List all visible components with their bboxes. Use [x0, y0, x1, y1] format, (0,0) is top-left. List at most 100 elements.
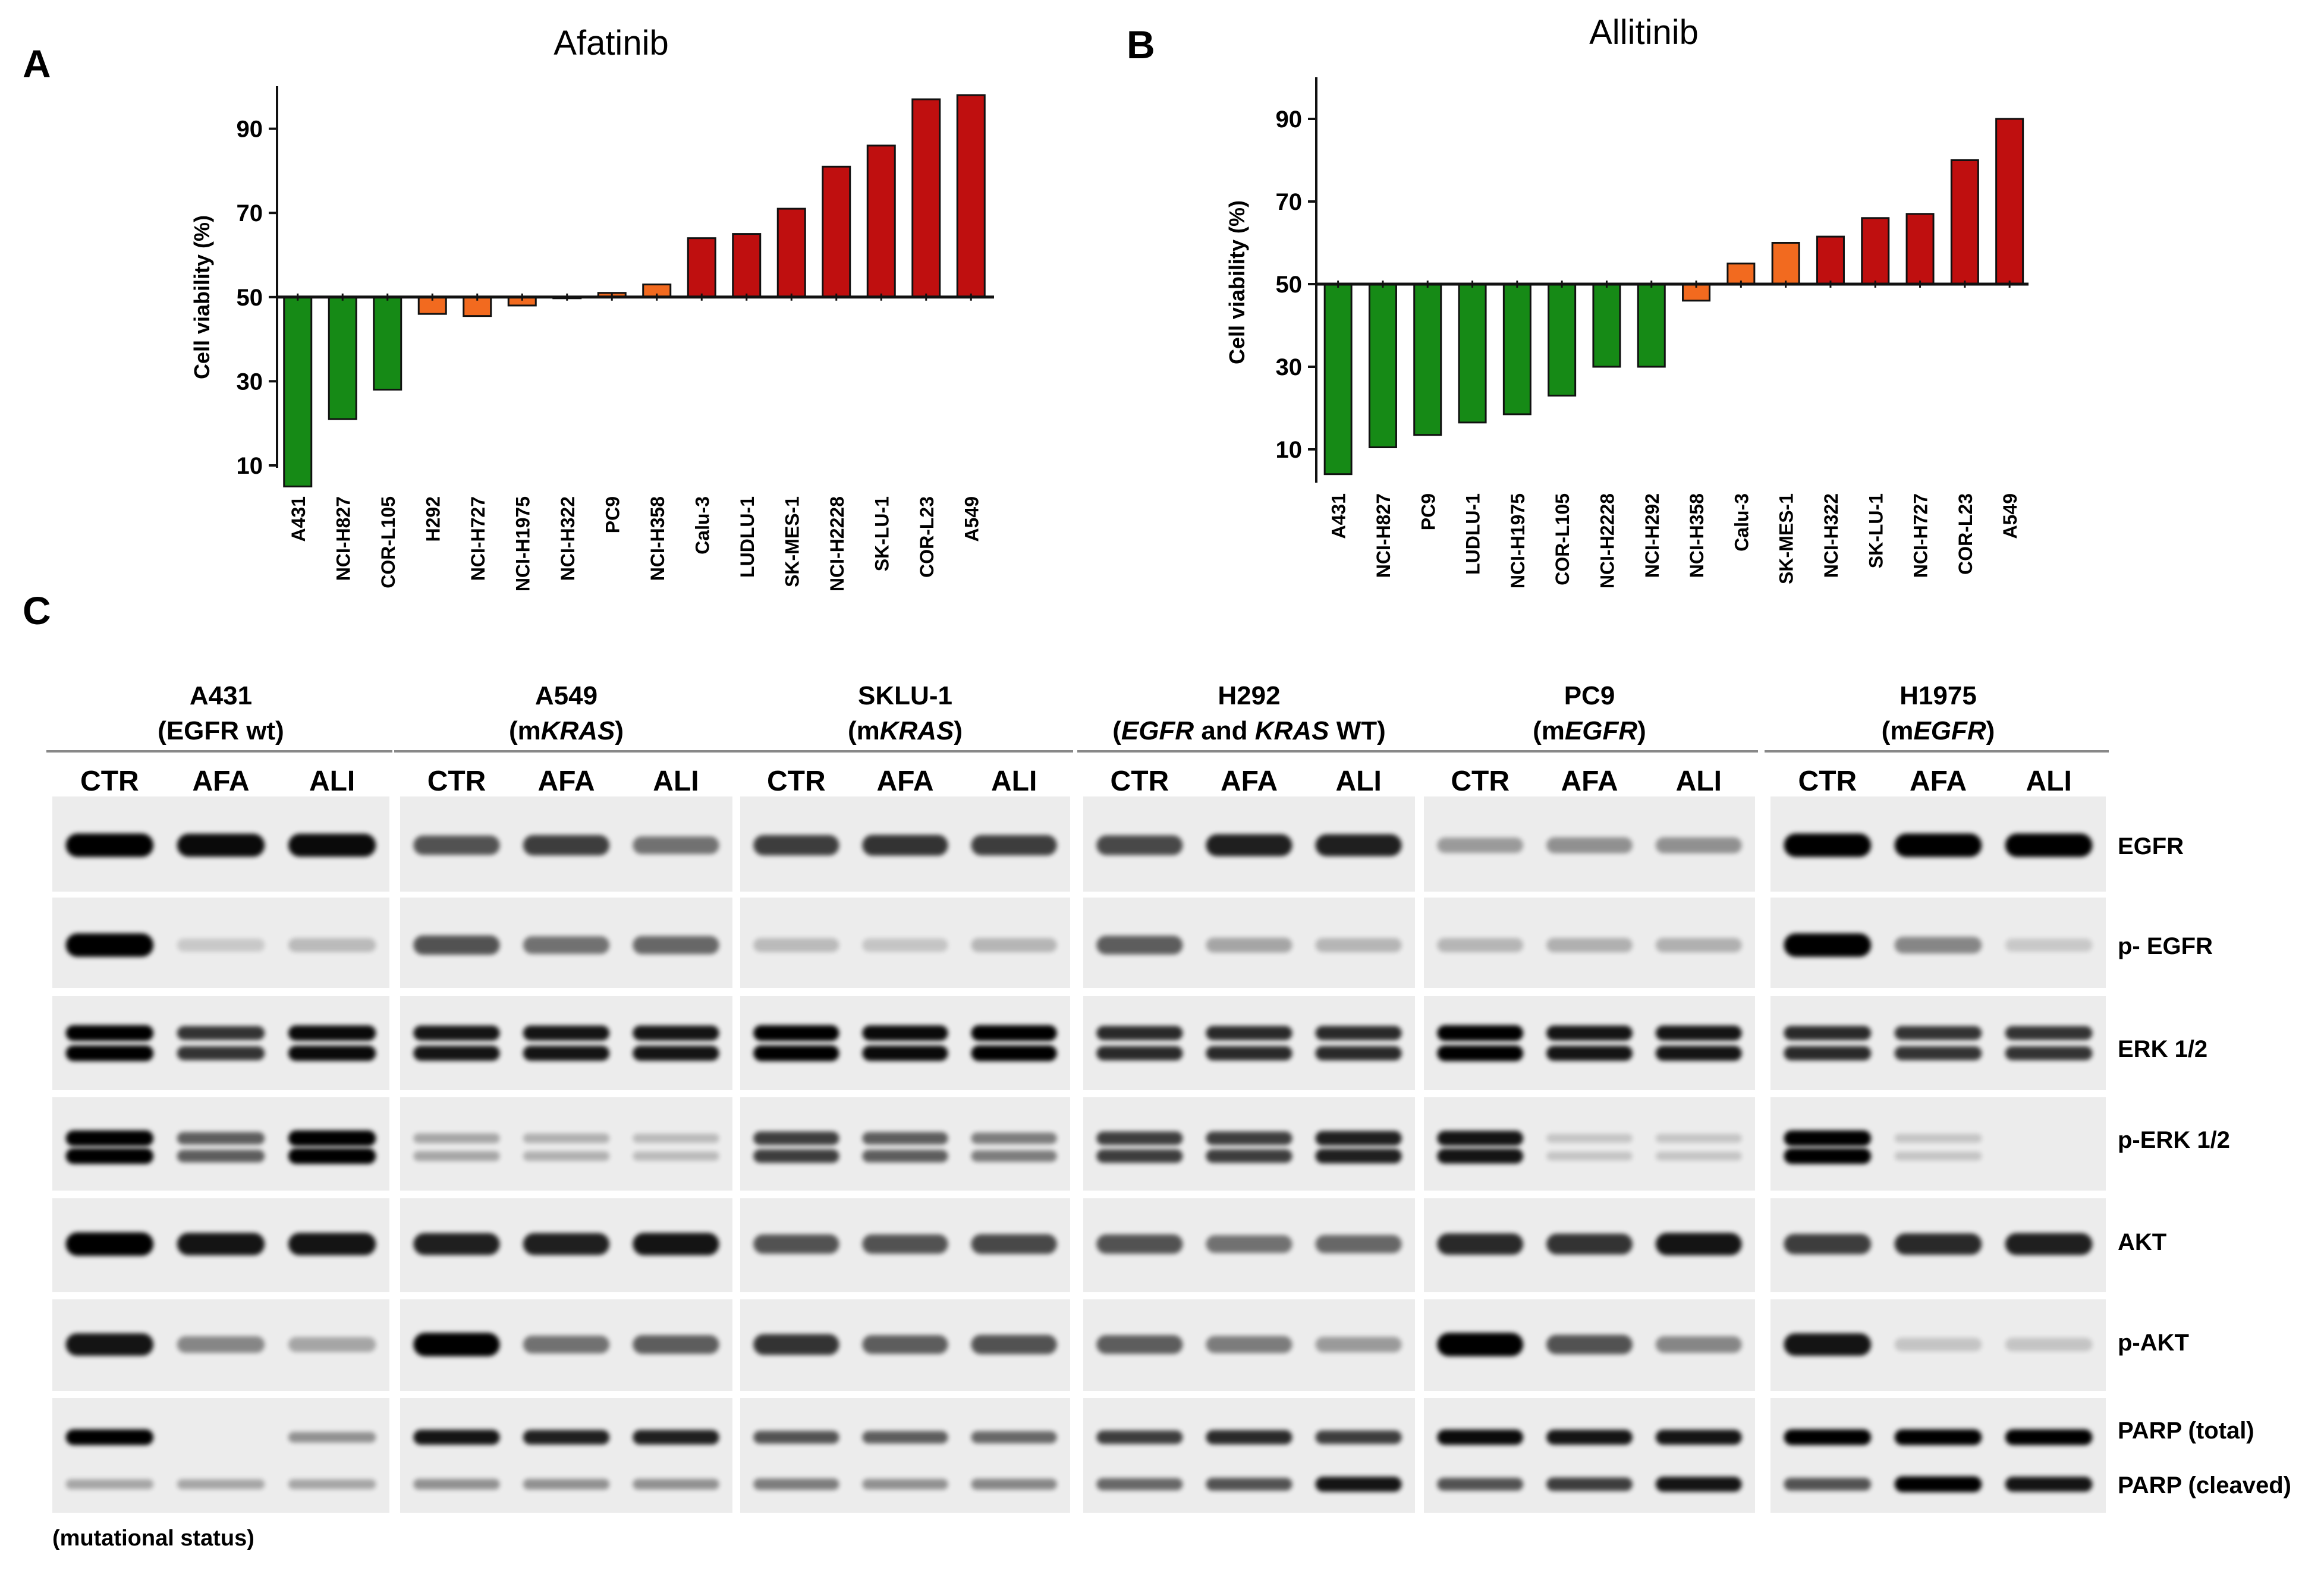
- x-tick-label: PC9: [1417, 493, 1439, 530]
- protein-band: [971, 1431, 1057, 1444]
- protein-band: [413, 1233, 500, 1255]
- x-tick-label: NCI-H322: [1820, 493, 1842, 578]
- lane-label: AFA: [1221, 766, 1278, 797]
- protein-band: [1315, 1476, 1402, 1492]
- y-tick-label: 90: [237, 117, 263, 143]
- protein-label: EGFR: [2118, 833, 2184, 860]
- bar: [1368, 283, 1397, 449]
- protein-band: [1784, 1026, 1872, 1040]
- protein-band: [65, 1429, 154, 1446]
- protein-band: [65, 933, 154, 957]
- protein-band: [1315, 1131, 1402, 1146]
- protein-band: [2005, 833, 2093, 857]
- protein-band: [523, 1336, 610, 1353]
- protein-band: [65, 833, 154, 857]
- cell-line-name: H1975: [1900, 681, 1977, 710]
- protein-band: [288, 1233, 376, 1255]
- protein-band: [971, 1025, 1057, 1041]
- x-tick-label: NCI-H727: [1910, 493, 1932, 578]
- protein-band: [1784, 1130, 1872, 1147]
- protein-label: p-AKT: [2118, 1330, 2189, 1356]
- protein-label: PARP (total): [2118, 1418, 2254, 1444]
- protein-band: [971, 938, 1057, 952]
- protein-band: [288, 833, 376, 857]
- protein-band: [971, 1150, 1057, 1162]
- x-tick-label: SK-LU-1: [871, 496, 892, 571]
- protein-band: [1655, 1336, 1742, 1353]
- protein-band: [1437, 837, 1524, 854]
- protein-band: [753, 1025, 839, 1041]
- protein-band: [1655, 1046, 1742, 1061]
- lane-label: ALI: [1676, 766, 1722, 797]
- protein-band: [753, 1478, 839, 1490]
- y-tick-label: 10: [237, 453, 263, 479]
- protein-band: [753, 835, 839, 856]
- protein-band: [1437, 1233, 1524, 1255]
- protein-band: [523, 1430, 610, 1445]
- protein-band: [862, 1046, 948, 1061]
- status-segment: KRAS: [541, 716, 615, 745]
- blot-membrane: [400, 996, 732, 1090]
- x-tick-label: H292: [422, 496, 444, 542]
- bar: [1413, 283, 1442, 436]
- mutation-status: (EGFR and KRAS WT): [1112, 716, 1386, 745]
- protein-band: [753, 1234, 839, 1254]
- protein-band: [1546, 1134, 1633, 1143]
- protein-band: [753, 1131, 839, 1145]
- protein-band: [862, 1025, 948, 1041]
- y-tick-label: 90: [1276, 106, 1303, 133]
- bar: [1771, 242, 1800, 285]
- protein-band: [1096, 1046, 1183, 1060]
- status-segment: EGFR: [1565, 716, 1637, 745]
- protein-band: [1206, 1131, 1292, 1145]
- x-tick-label: COR-L23: [1955, 493, 1976, 575]
- protein-band: [413, 835, 500, 855]
- protein-band: [413, 1046, 500, 1061]
- y-tick-label: 70: [237, 200, 263, 226]
- protein-band: [288, 1337, 376, 1352]
- protein-label: p-ERK 1/2: [2118, 1127, 2230, 1153]
- protein-band: [1315, 834, 1402, 857]
- protein-band: [1894, 1026, 1982, 1040]
- protein-band: [633, 1335, 719, 1354]
- protein-band: [65, 1232, 154, 1256]
- protein-band: [65, 1130, 154, 1147]
- protein-band: [1655, 937, 1742, 953]
- protein-band: [1096, 1234, 1183, 1254]
- x-tick-label: SK-MES-1: [781, 496, 803, 587]
- protein-band: [1655, 837, 1742, 854]
- y-tick-label: 50: [1276, 272, 1303, 298]
- status-segment: (m: [1882, 716, 1914, 745]
- protein-band: [1894, 1429, 1982, 1446]
- x-tick-label: PC9: [602, 496, 623, 533]
- protein-band: [1096, 1430, 1183, 1444]
- y-tick-label: 30: [1276, 354, 1303, 380]
- protein-label: ERK 1/2: [2118, 1036, 2207, 1062]
- status-segment: (m: [848, 716, 880, 745]
- protein-band: [633, 1430, 719, 1445]
- cell-line-name: A431: [190, 681, 252, 710]
- x-tick-label: A549: [961, 496, 982, 542]
- protein-band: [65, 1148, 154, 1164]
- x-tick-label: NCI-H2228: [1596, 493, 1618, 588]
- cell-line-name: A549: [535, 681, 597, 710]
- protein-band: [523, 1046, 610, 1061]
- status-segment: (EGFR wt): [158, 716, 284, 745]
- protein-band: [1206, 1478, 1292, 1491]
- protein-band: [177, 1026, 265, 1040]
- status-segment: ): [1637, 716, 1646, 745]
- protein-band: [1315, 1026, 1402, 1040]
- protein-band: [1206, 937, 1292, 953]
- bar: [1592, 283, 1621, 368]
- protein-band: [1784, 1233, 1872, 1255]
- y-tick-label: 10: [1276, 437, 1303, 463]
- protein-band: [413, 1151, 500, 1161]
- protein-band: [971, 835, 1057, 856]
- protein-band: [1206, 1149, 1292, 1163]
- protein-band: [1206, 1026, 1292, 1040]
- protein-band: [862, 1479, 948, 1490]
- protein-band: [177, 1336, 265, 1353]
- bar: [687, 237, 716, 298]
- bar: [956, 94, 986, 298]
- protein-band: [1784, 833, 1872, 857]
